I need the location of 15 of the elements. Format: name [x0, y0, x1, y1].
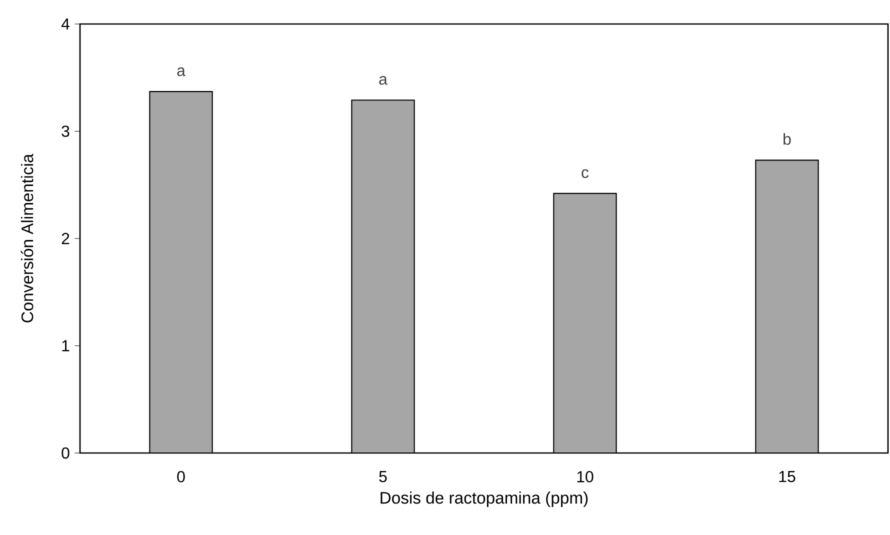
x-tick-label: 0 — [177, 471, 185, 482]
y-tick-label: 0 — [62, 447, 70, 459]
y-tick-label: 4 — [61, 18, 70, 30]
x-tick-label: 5 — [379, 471, 387, 482]
y-tick-label: 1 — [62, 340, 70, 352]
y-axis-title: Conversión Alimenticia — [20, 154, 34, 322]
x-tick-label: 10 — [577, 471, 594, 482]
y-tick-label: 3 — [62, 126, 70, 137]
y-tick-label: 2 — [62, 232, 70, 244]
annotation: c — [582, 169, 589, 178]
annotation: a — [379, 76, 388, 85]
annotation: a — [177, 67, 186, 76]
x-axis-title: Dosis de ractopamina (ppm) — [380, 492, 588, 508]
x-tick-label: 15 — [779, 471, 796, 482]
annotation: b — [784, 133, 791, 145]
